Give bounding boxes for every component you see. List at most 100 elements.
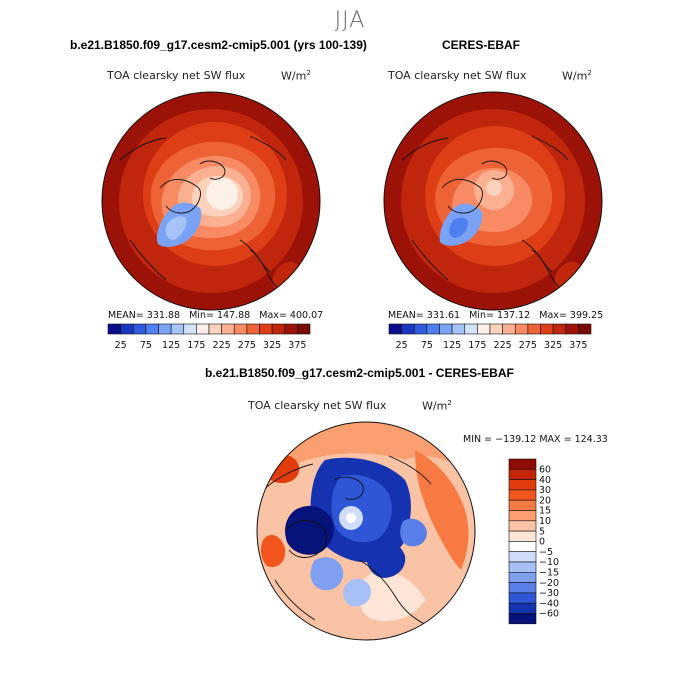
diff-variable-label: TOA clearsky net SW flux (248, 399, 387, 412)
model-min-value: 147.88 (216, 310, 251, 321)
colorbar-tick-label: 30 (539, 485, 551, 496)
model-units-label: W/m2 (281, 69, 311, 83)
obs-variable-label: TOA clearsky net SW flux (388, 69, 527, 82)
colorbar-swatch (527, 323, 541, 335)
colorbar-tick-label: 275 (238, 340, 256, 351)
colorbar-swatch (508, 561, 537, 573)
colorbar-swatch (464, 323, 478, 335)
colorbar-swatch (439, 323, 453, 335)
model-mean-value: 331.88 (146, 310, 181, 321)
colorbar-swatch (508, 530, 537, 542)
colorbar-swatch (401, 323, 415, 335)
colorbar-swatch (233, 323, 248, 335)
colorbar-tick-label: 25 (115, 340, 127, 351)
obs-min-value: 137.12 (496, 310, 531, 321)
colorbar-swatch (565, 323, 579, 335)
colorbar-swatch (578, 323, 592, 335)
colorbar-tick-label: 175 (187, 340, 205, 351)
diff-min-value: −139.12 (495, 434, 537, 445)
colorbar-swatch (183, 323, 197, 335)
colorbar-swatch (508, 592, 537, 604)
colorbar-swatch (508, 541, 537, 553)
colorbar-tick-label: 325 (544, 340, 562, 351)
season-title: JJA (334, 8, 366, 33)
colorbar-swatch (271, 323, 286, 335)
model-max-value: 400.07 (289, 310, 324, 321)
colorbar-tick-label: 175 (468, 340, 486, 351)
obs-polar-map (383, 91, 603, 311)
colorbar-tick-label: 125 (162, 340, 180, 351)
colorbar-tick-label: 75 (140, 340, 152, 351)
colorbar-swatch (508, 499, 537, 511)
colorbar-swatch (508, 572, 537, 583)
colorbar-swatch (259, 323, 273, 335)
colorbar-tick-label: 325 (263, 340, 281, 351)
model-stats: MEAN= 331.88 Min= 147.88 Max= 400.07 (108, 310, 324, 321)
model-polar-map (101, 91, 321, 311)
colorbar-swatch (514, 323, 529, 335)
model-colorbar: 25 75 125 175 225 275 325 375 (107, 323, 311, 351)
colorbar-swatch (145, 323, 159, 335)
colorbar-swatch (508, 582, 537, 594)
colorbar-swatch (508, 469, 537, 480)
colorbar-swatch (508, 520, 537, 532)
obs-colorbar: 25 75 125 175 225 275 325 375 (388, 323, 592, 351)
colorbar-swatch (120, 323, 134, 335)
colorbar-swatch (508, 551, 537, 563)
colorbar-swatch (132, 323, 147, 335)
obs-max-value: 399.25 (569, 310, 604, 321)
diff-polar-map (256, 421, 476, 641)
colorbar-swatch (508, 510, 537, 522)
colorbar-tick-label: 225 (213, 340, 231, 351)
colorbar-tick-label: 5 (539, 526, 545, 537)
model-panel-title: b.e21.B1850.f09_g17.cesm2-cmip5.001 (yrs… (70, 38, 367, 52)
colorbar-swatch (246, 323, 260, 335)
diff-units-label: W/m2 (422, 399, 452, 413)
obs-stats: MEAN= 331.61 Min= 137.12 Max= 399.25 (388, 310, 604, 321)
colorbar-swatch (451, 323, 466, 335)
colorbar-tick-label: 10 (539, 516, 551, 527)
colorbar-tick-label: −30 (539, 588, 559, 599)
colorbar-tick-label: −10 (539, 557, 559, 568)
colorbar-tick-label: 60 (539, 465, 551, 476)
colorbar-swatch (196, 323, 210, 335)
colorbar-swatch (107, 323, 121, 335)
colorbar-tick-label: 225 (494, 340, 512, 351)
colorbar-tick-label: −20 (539, 578, 559, 589)
colorbar-swatch (284, 323, 298, 335)
colorbar-tick-label: −60 (539, 609, 559, 620)
colorbar-swatch (508, 479, 537, 491)
colorbar-tick-label: −15 (539, 568, 559, 579)
colorbar-tick-label: 375 (569, 340, 587, 351)
colorbar-swatch (158, 323, 172, 335)
colorbar-tick-label: −5 (539, 547, 553, 558)
colorbar-swatch (208, 323, 222, 335)
colorbar-swatch (477, 323, 491, 335)
colorbar-swatch (508, 602, 537, 614)
colorbar-swatch (297, 323, 311, 335)
colorbar-tick-label: 75 (421, 340, 433, 351)
colorbar-swatch (426, 323, 440, 335)
colorbar-swatch (388, 323, 402, 335)
colorbar-tick-label: −40 (539, 598, 559, 609)
obs-panel-title: CERES-EBAF (442, 38, 521, 52)
model-variable-label: TOA clearsky net SW flux (107, 69, 246, 82)
colorbar-swatch (170, 323, 185, 335)
colorbar-swatch (221, 323, 235, 335)
colorbar-swatch (508, 489, 537, 501)
colorbar-tick-label: 125 (443, 340, 461, 351)
colorbar-tick-label: 15 (539, 506, 551, 517)
colorbar-tick-label: 375 (288, 340, 306, 351)
colorbar-tick-label: 40 (539, 475, 551, 486)
obs-units-label: W/m2 (562, 69, 592, 83)
colorbar-swatch (552, 323, 567, 335)
colorbar-swatch (508, 613, 537, 625)
colorbar-tick-label: 275 (519, 340, 537, 351)
colorbar-swatch (489, 323, 503, 335)
diff-stats: MIN = −139.12 MAX = 124.33 (463, 434, 608, 445)
colorbar-swatch (413, 323, 428, 335)
colorbar-tick-label: 0 (539, 537, 545, 548)
colorbar-tick-label: 20 (539, 495, 551, 506)
diff-panel-title: b.e21.B1850.f09_g17.cesm2-cmip5.001 - CE… (205, 366, 514, 380)
